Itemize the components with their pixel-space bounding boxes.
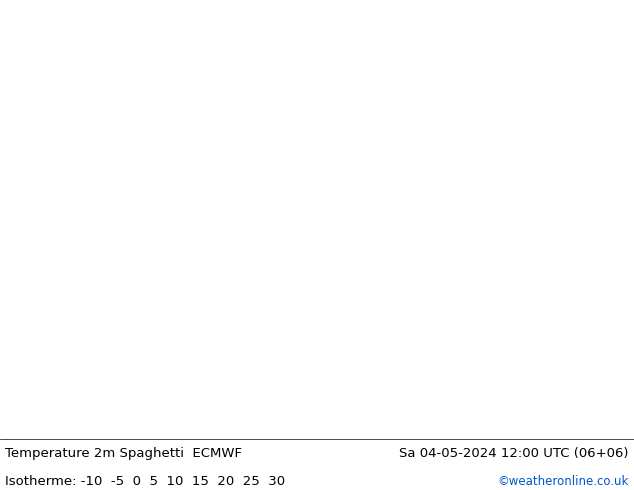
Text: ©weatheronline.co.uk: ©weatheronline.co.uk	[498, 475, 629, 489]
Text: Isotherme: -10  -5  0  5  10  15  20  25  30: Isotherme: -10 -5 0 5 10 15 20 25 30	[5, 475, 285, 489]
Text: Sa 04-05-2024 12:00 UTC (06+06): Sa 04-05-2024 12:00 UTC (06+06)	[399, 447, 629, 461]
Text: Temperature 2m Spaghetti  ECMWF: Temperature 2m Spaghetti ECMWF	[5, 447, 242, 461]
